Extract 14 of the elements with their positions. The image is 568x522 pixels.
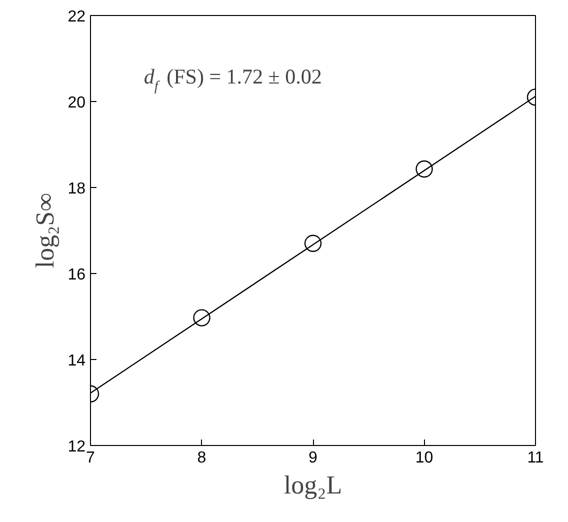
y-tick-label: 20 bbox=[68, 94, 86, 112]
x-tick-label: 10 bbox=[415, 450, 434, 466]
y-tick-label: 14 bbox=[68, 352, 86, 370]
x-tick-label: 8 bbox=[197, 450, 206, 466]
y-tick-label: 18 bbox=[68, 180, 86, 198]
x-tick-label: 9 bbox=[308, 450, 318, 466]
y-axis-title: log₂S∞ bbox=[30, 192, 60, 268]
y-tick-label: 22 bbox=[68, 8, 86, 26]
x-tick-label: 7 bbox=[86, 450, 96, 466]
x-tick-label: 11 bbox=[527, 450, 544, 466]
x-axis-title: log₂L bbox=[284, 470, 342, 500]
y-tick-label: 16 bbox=[68, 266, 86, 284]
y-tick-label: 12 bbox=[68, 438, 86, 456]
point bbox=[304, 234, 322, 252]
